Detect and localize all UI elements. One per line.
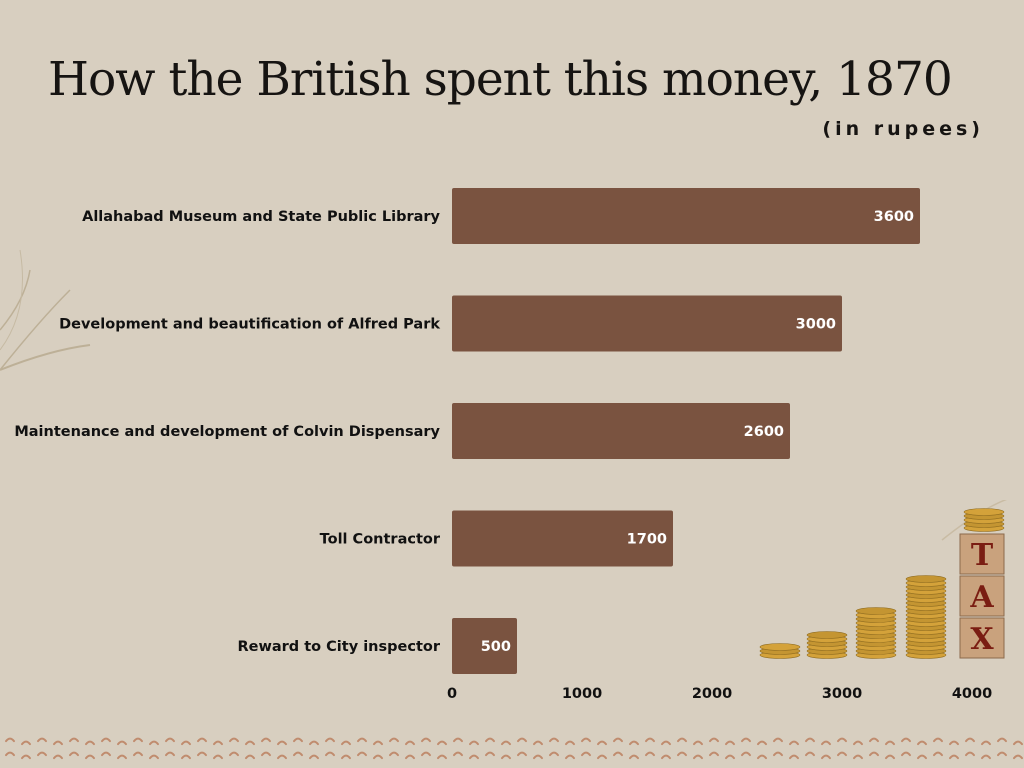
x-tick-label: 3000: [822, 686, 862, 702]
x-tick-label: 2000: [692, 686, 732, 702]
category-label: Toll Contractor: [320, 532, 441, 548]
data-label: 1700: [627, 532, 667, 548]
chart-subtitle: (in rupees): [822, 118, 984, 140]
bar: [452, 618, 517, 674]
category-label: Allahabad Museum and State Public Librar…: [82, 209, 440, 225]
bar: [452, 295, 842, 352]
svg-text:T: T: [971, 538, 994, 573]
x-tick-label: 1000: [562, 686, 602, 702]
bar: [452, 510, 673, 567]
bottom-border-pattern: [5, 737, 1023, 760]
bar: [452, 403, 790, 459]
leaf-decoration-icon: [0, 249, 91, 371]
x-tick-label: 4000: [952, 686, 992, 702]
data-label: 500: [481, 639, 511, 655]
category-label: Reward to City inspector: [237, 639, 440, 655]
bar: [452, 188, 920, 244]
chart-title: How the British spent this money, 1870: [48, 52, 953, 107]
data-label: 2600: [744, 424, 784, 440]
category-label: Maintenance and development of Colvin Di…: [14, 424, 440, 440]
tax-coins-icon: TAX: [759, 500, 1008, 659]
x-tick-label: 0: [447, 686, 457, 702]
category-label: Development and beautification of Alfred…: [59, 317, 440, 333]
svg-text:A: A: [969, 580, 994, 615]
svg-text:X: X: [970, 622, 994, 657]
data-label: 3000: [796, 317, 836, 333]
data-label: 3600: [874, 209, 914, 225]
